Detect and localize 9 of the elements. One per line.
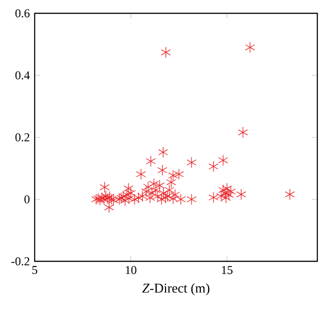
y-tick-label: -0.2 — [11, 257, 30, 266]
x-axis-title: Z-Direct (m) — [142, 283, 210, 296]
y-tick-label: 0.4 — [15, 71, 30, 80]
x-tick-label: 10 — [126, 266, 136, 274]
y-tick-label: 0 — [24, 195, 30, 204]
y-tick-label: 0.2 — [15, 133, 30, 142]
y-tick-label: 0.6 — [15, 9, 30, 18]
x-tick-label: 15 — [222, 266, 233, 274]
x-tick-label: 5 — [32, 266, 38, 274]
